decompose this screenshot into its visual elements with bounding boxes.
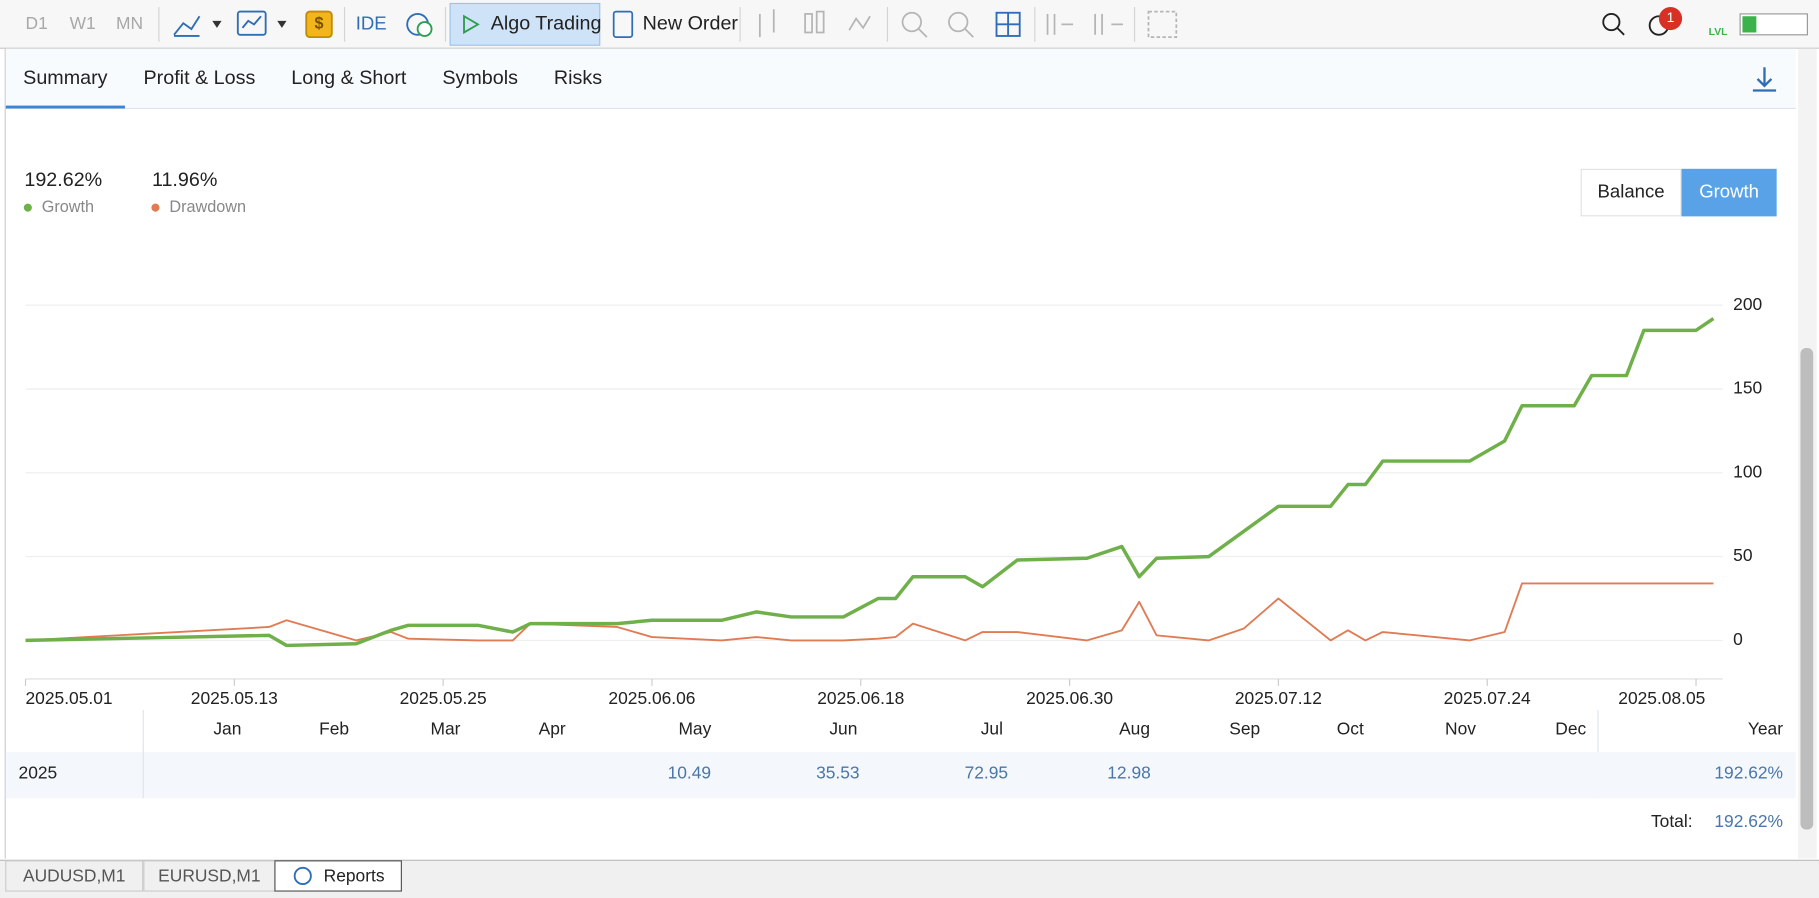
x-tick-label: 2025.06.06 bbox=[608, 688, 695, 708]
report-tab[interactable]: Summary bbox=[23, 67, 107, 89]
toggle-label[interactable]: Growth bbox=[1699, 180, 1759, 201]
table-header: Aug bbox=[1119, 718, 1150, 738]
x-tick-label: 2025.08.05 bbox=[1618, 688, 1705, 708]
table-header: Jul bbox=[981, 718, 1003, 738]
x-tick-label: 2025.05.25 bbox=[400, 688, 487, 708]
toolbar-icons bbox=[173, 10, 433, 39]
y-tick-label: 50 bbox=[1733, 545, 1752, 565]
active-tab-underline bbox=[5, 105, 125, 109]
report-tab[interactable]: Long & Short bbox=[291, 67, 407, 89]
table-header: Feb bbox=[319, 718, 349, 738]
x-tick-label: 2025.06.18 bbox=[817, 688, 904, 708]
x-tick-label: 2025.05.01 bbox=[26, 688, 113, 708]
table-cell: 12.98 bbox=[1107, 762, 1151, 782]
grid-icon bbox=[995, 11, 1021, 37]
bottom-tab-label[interactable]: Reports bbox=[324, 866, 385, 886]
table-header: May bbox=[678, 718, 711, 738]
notification-badge bbox=[1658, 6, 1683, 31]
table-header: Oct bbox=[1337, 718, 1364, 738]
toggle-button[interactable] bbox=[1580, 168, 1682, 217]
bottom-tab[interactable] bbox=[5, 860, 144, 892]
total-label: Total: bbox=[1651, 811, 1693, 831]
row-label: 2025 bbox=[19, 762, 58, 782]
play-icon bbox=[463, 14, 480, 35]
table-header: Nov bbox=[1445, 718, 1476, 738]
disabled-icons bbox=[758, 9, 1178, 38]
report-tab[interactable]: Profit & Loss bbox=[144, 67, 256, 89]
chart: 0 50 100 150 200 2025.05.01 2025.05.13 2025.05.… bbox=[24, 294, 1762, 708]
toggle-label[interactable]: Balance bbox=[1598, 180, 1665, 201]
x-tick-label: 2025.07.12 bbox=[1235, 688, 1322, 708]
new-order-icon bbox=[612, 10, 634, 38]
bottom-tab[interactable] bbox=[143, 860, 276, 892]
battery-level bbox=[1742, 16, 1757, 33]
table-header: Apr bbox=[539, 718, 566, 738]
table-cell: 72.95 bbox=[965, 762, 1009, 782]
period-button[interactable]: MN bbox=[116, 13, 143, 33]
report-tab[interactable]: Symbols bbox=[442, 67, 518, 89]
new-order-button[interactable]: New Order bbox=[643, 13, 739, 35]
y-tick-label: 100 bbox=[1733, 461, 1762, 481]
bottom-tab-label[interactable]: EURUSD,M1 bbox=[158, 866, 260, 886]
table-cell: 192.62% bbox=[1714, 762, 1783, 782]
bottom-tab-label[interactable]: AUDUSD,M1 bbox=[23, 866, 125, 886]
separators bbox=[158, 6, 1136, 42]
bottom-tab[interactable] bbox=[274, 860, 402, 892]
algo-trading-button[interactable] bbox=[449, 2, 601, 46]
table-header: Year bbox=[1748, 718, 1783, 738]
table-cell: 35.53 bbox=[816, 762, 860, 782]
reports-icon bbox=[293, 866, 312, 886]
table-row-bg bbox=[5, 751, 1796, 799]
table-header: Jan bbox=[213, 718, 241, 738]
x-tick-label: 2025.06.30 bbox=[1026, 688, 1113, 708]
report-tab[interactable]: Risks bbox=[554, 67, 602, 89]
table-header: Mar bbox=[430, 718, 460, 738]
tab-bar bbox=[5, 48, 1796, 108]
y-tick-label: 200 bbox=[1733, 294, 1762, 314]
legend-marker bbox=[23, 203, 32, 212]
algo-trading-label[interactable]: Algo Trading bbox=[491, 13, 602, 35]
stat-value: 11.96% bbox=[152, 169, 217, 191]
x-tick-label: 2025.07.24 bbox=[1444, 688, 1531, 708]
dollar-icon: $ bbox=[315, 15, 324, 33]
toolbar bbox=[0, 0, 1819, 49]
legend-marker bbox=[151, 203, 160, 212]
level-text: LVL bbox=[1709, 27, 1729, 38]
notification-count: 1 bbox=[1667, 9, 1675, 25]
total-value: 192.62% bbox=[1714, 811, 1783, 831]
period-button[interactable]: W1 bbox=[70, 13, 96, 33]
toggle-button[interactable] bbox=[1681, 168, 1777, 217]
x-tick-label: 2025.05.13 bbox=[191, 688, 278, 708]
series-line bbox=[25, 317, 1715, 648]
table-cell: 10.49 bbox=[668, 762, 712, 782]
table-header: Jun bbox=[829, 718, 857, 738]
period-button[interactable]: D1 bbox=[26, 13, 48, 33]
ide-button[interactable]: IDE bbox=[356, 12, 387, 33]
y-tick-label: 150 bbox=[1733, 378, 1762, 398]
table-header: Dec bbox=[1555, 718, 1586, 738]
legend-label: Growth bbox=[42, 198, 94, 216]
series-line bbox=[25, 582, 1714, 642]
y-tick-label: 0 bbox=[1733, 629, 1743, 649]
table-header: Sep bbox=[1229, 718, 1260, 738]
legend-label: Drawdown bbox=[169, 198, 246, 216]
stat-value: 192.62% bbox=[24, 169, 102, 191]
download-icon[interactable] bbox=[1752, 67, 1777, 92]
scrollbar-thumb[interactable] bbox=[1800, 348, 1814, 830]
battery bbox=[1739, 13, 1808, 36]
